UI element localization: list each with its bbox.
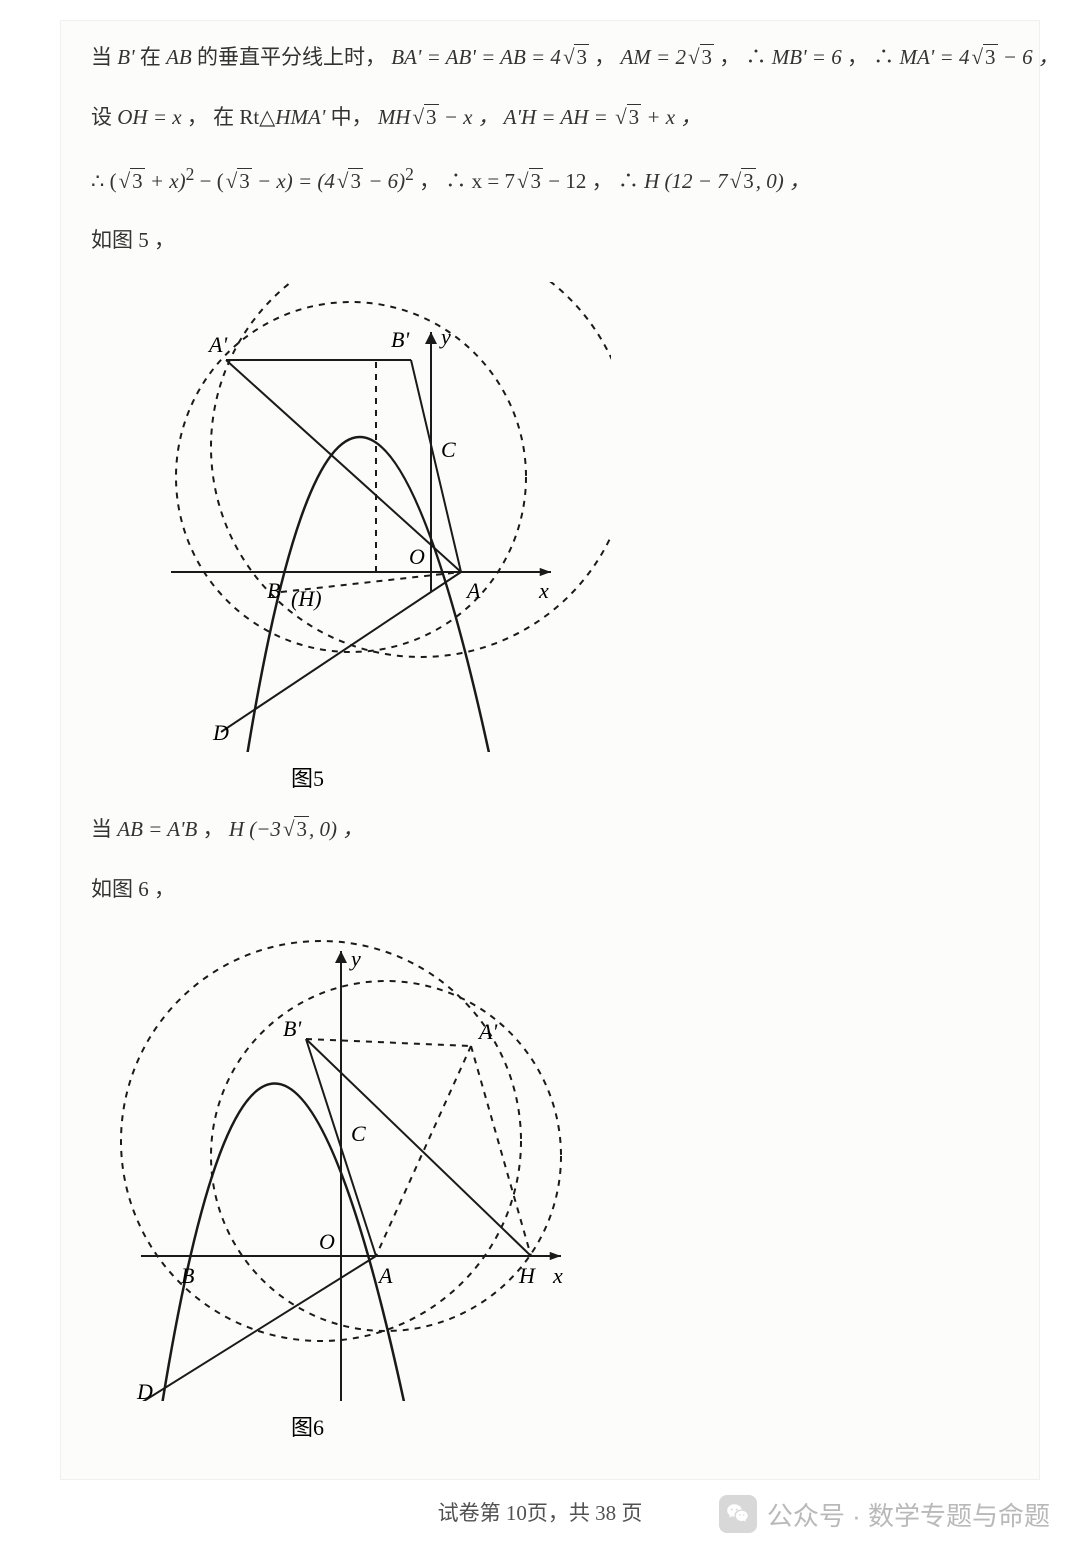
svg-text:H: H bbox=[518, 1263, 536, 1288]
page-body: 当 B' 在 AB 的垂直平分线上时， BA' = AB' = AB = 43 … bbox=[60, 20, 1040, 1480]
svg-text:O: O bbox=[409, 544, 425, 569]
svg-text:A: A bbox=[377, 1263, 393, 1288]
svg-text:x: x bbox=[538, 578, 549, 603]
svg-text:B: B bbox=[267, 578, 280, 603]
svg-text:A: A bbox=[465, 578, 481, 603]
svg-text:C: C bbox=[351, 1121, 366, 1146]
text-line-4: 如图 5 ， bbox=[91, 222, 1009, 260]
svg-text:B': B' bbox=[391, 327, 409, 352]
svg-text:D: D bbox=[212, 720, 229, 745]
svg-text:D: D bbox=[136, 1379, 153, 1401]
figure-6: y B' A' C O B A Hx D bbox=[101, 931, 1009, 1406]
svg-text:y: y bbox=[439, 324, 451, 349]
wechat-icon bbox=[719, 1495, 757, 1533]
svg-text:A': A' bbox=[477, 1019, 497, 1044]
svg-text:A': A' bbox=[207, 332, 227, 357]
math-line-1: 当 B' 在 AB 的垂直平分线上时， BA' = AB' = AB = 43 … bbox=[91, 39, 1009, 77]
caption-fig5: 图5 bbox=[291, 761, 1009, 793]
text-line-6: 如图 6 ， bbox=[91, 871, 1009, 909]
caption-fig6: 图6 bbox=[291, 1410, 1009, 1442]
math-line-5: 当 AB = A'B ， H (−33, 0) ， bbox=[91, 811, 1009, 849]
math-line-3: ∴ (3 + x)2 − (3 − x) = (43 − 6)2 ， ∴ x =… bbox=[91, 159, 1009, 201]
svg-text:y: y bbox=[349, 946, 361, 971]
watermark: 公众号 · 数学专题与命题 bbox=[719, 1495, 1050, 1533]
svg-text:(H): (H) bbox=[291, 586, 322, 611]
svg-text:O: O bbox=[319, 1229, 335, 1254]
figure-6-svg: y B' A' C O B A Hx D bbox=[101, 931, 581, 1401]
math-line-2: 设 OH = x ， 在 Rt△HMA' 中， MH3 − x ， A'H = … bbox=[91, 99, 1009, 137]
svg-text:C: C bbox=[441, 437, 456, 462]
svg-text:B': B' bbox=[283, 1016, 301, 1041]
svg-text:B: B bbox=[181, 1263, 194, 1288]
figure-5: A' B' y C O B (H) Ax D bbox=[131, 282, 1009, 757]
svg-text:x: x bbox=[552, 1263, 563, 1288]
figure-5-svg: A' B' y C O B (H) Ax D bbox=[131, 282, 611, 752]
